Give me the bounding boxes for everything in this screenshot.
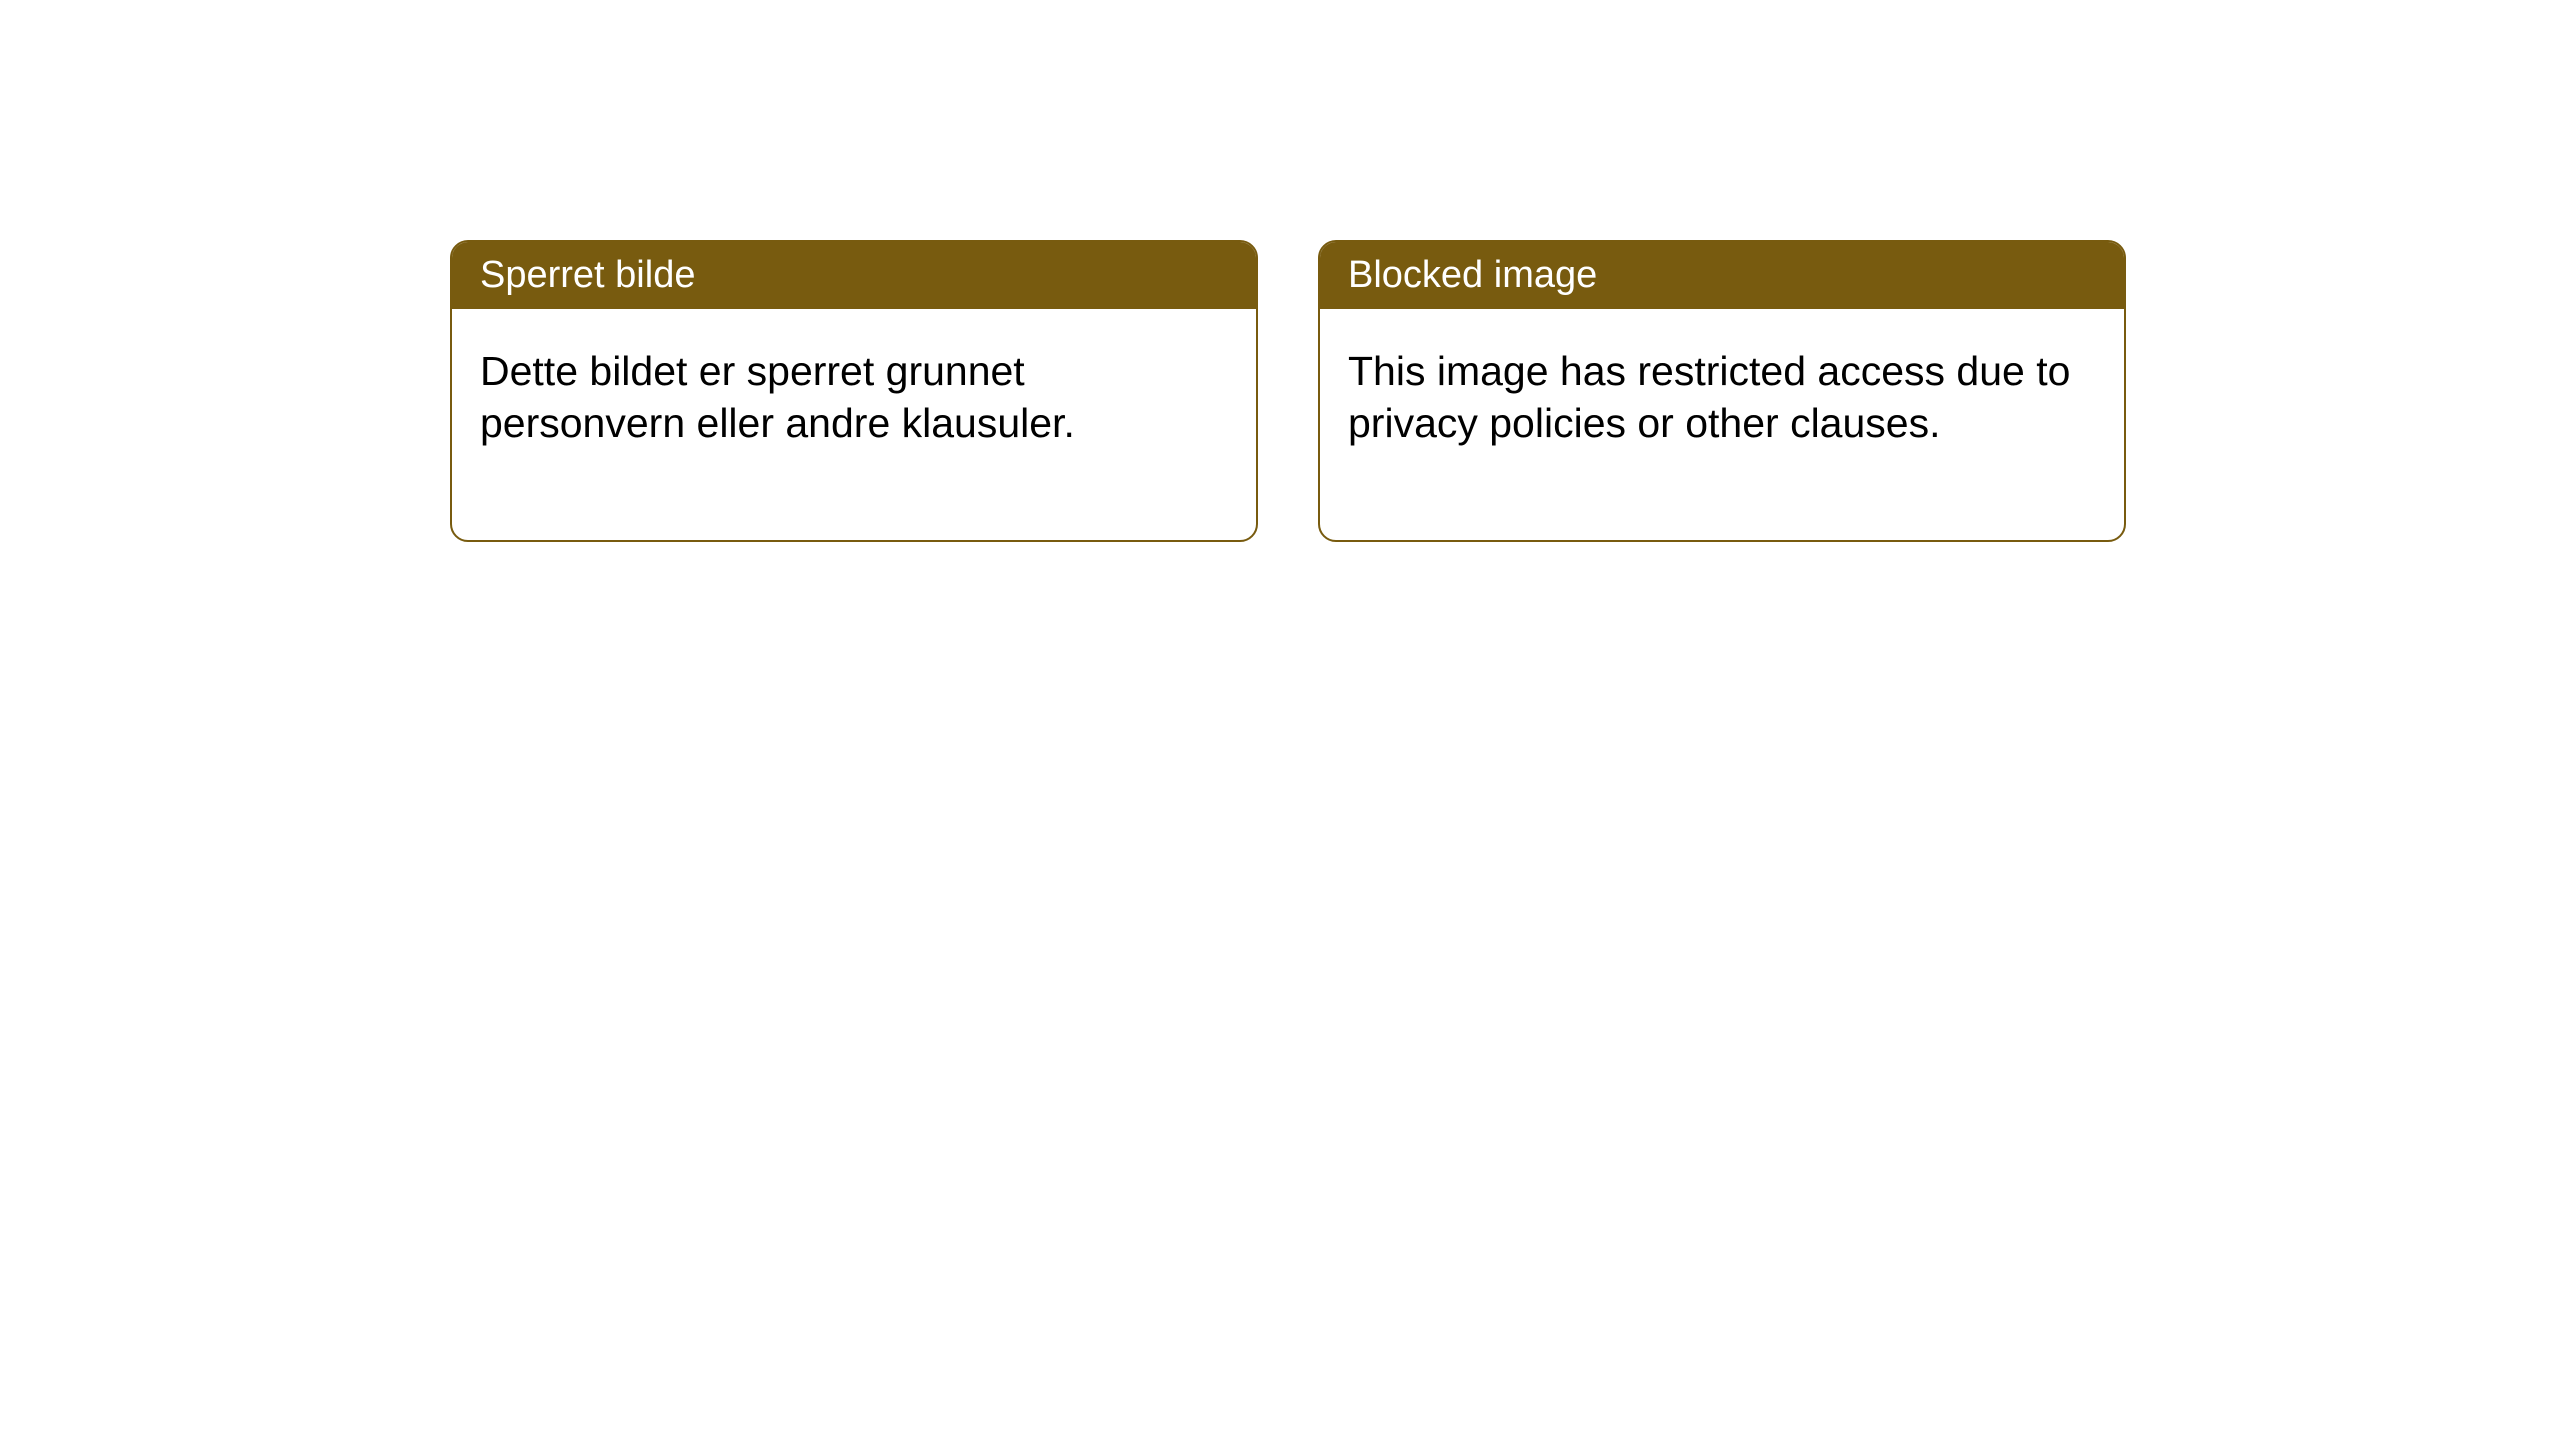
blocked-image-card-en: Blocked image This image has restricted … bbox=[1318, 240, 2126, 542]
card-title-no: Sperret bilde bbox=[480, 254, 695, 296]
card-body-en: This image has restricted access due to … bbox=[1320, 309, 2124, 540]
card-title-en: Blocked image bbox=[1348, 254, 1597, 296]
card-body-no: Dette bildet er sperret grunnet personve… bbox=[452, 309, 1256, 540]
blocked-image-card-no: Sperret bilde Dette bildet er sperret gr… bbox=[450, 240, 1258, 542]
card-text-no: Dette bildet er sperret grunnet personve… bbox=[480, 348, 1075, 446]
card-header-no: Sperret bilde bbox=[452, 242, 1256, 309]
blocked-image-cards: Sperret bilde Dette bildet er sperret gr… bbox=[450, 240, 2126, 542]
card-text-en: This image has restricted access due to … bbox=[1348, 348, 2070, 446]
card-header-en: Blocked image bbox=[1320, 242, 2124, 309]
